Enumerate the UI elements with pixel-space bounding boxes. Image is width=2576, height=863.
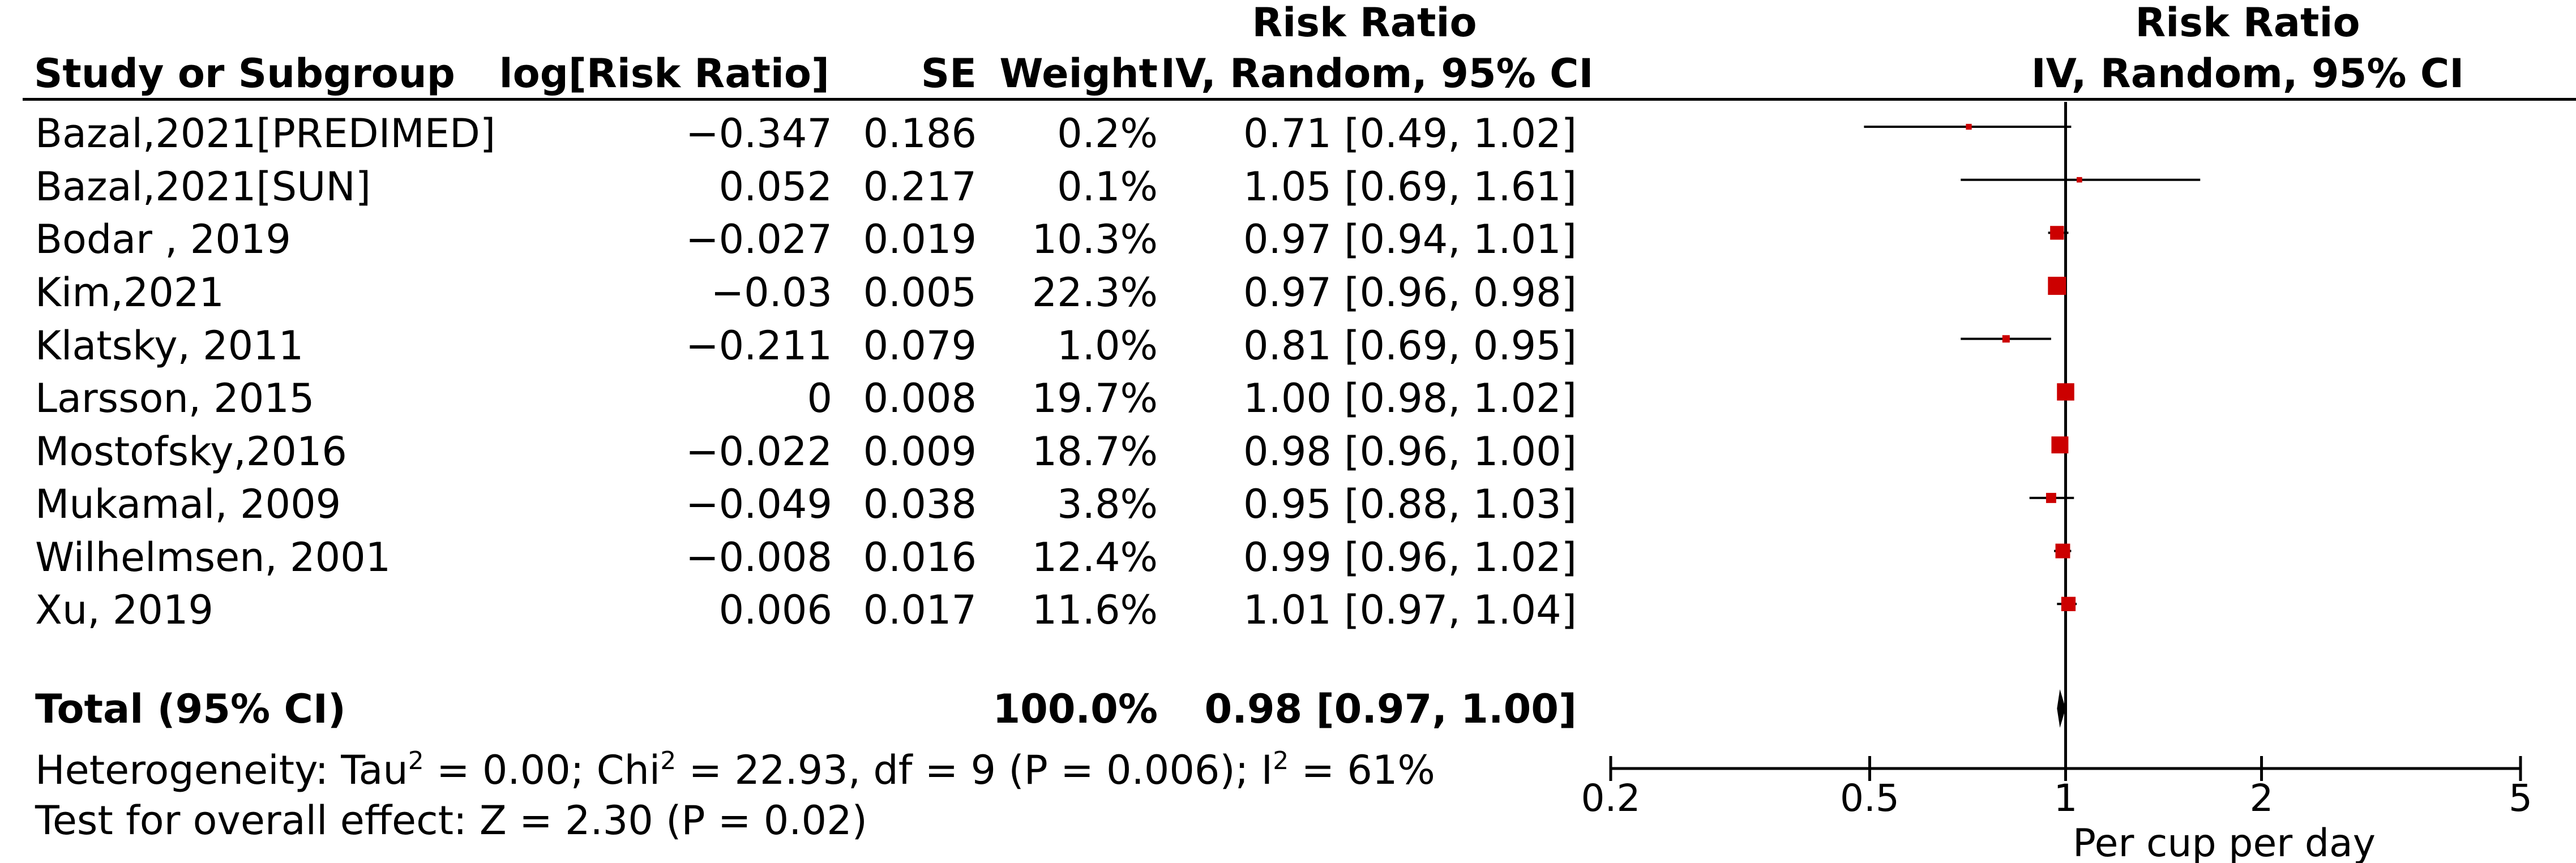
weight-marker <box>2050 226 2064 240</box>
tick-label: 2 <box>2250 776 2274 820</box>
se-column-header: SE <box>921 50 977 97</box>
weight-marker <box>2002 335 2010 343</box>
study-name: Xu, 2019 <box>35 587 213 633</box>
weight-value: 12.4% <box>1032 534 1158 581</box>
tick-label: 1 <box>2054 776 2078 820</box>
se-value: 0.079 <box>863 323 977 369</box>
study-name: Mukamal, 2009 <box>35 481 341 527</box>
log-rr-value: −0.027 <box>685 216 832 263</box>
heterogeneity-text: Heterogeneity: Tau2 = 0.00; Chi2 = 22.93… <box>35 746 1435 793</box>
rr-ci-value: 0.71 [0.49, 1.02] <box>1243 110 1577 157</box>
weight-value: 11.6% <box>1032 587 1158 633</box>
study-name: Bazal,2021[SUN] <box>35 164 371 210</box>
study-name: Larsson, 2015 <box>35 375 315 422</box>
rr-ci-value: 0.99 [0.96, 1.02] <box>1243 534 1577 581</box>
plot-title: Risk Ratio <box>2135 0 2360 46</box>
rr-ci-value: 1.01 [0.97, 1.04] <box>1243 587 1577 633</box>
weight-marker <box>2057 383 2074 401</box>
rr-ci-value: 0.98 [0.96, 1.00] <box>1243 428 1577 475</box>
weight-marker <box>2077 177 2082 183</box>
weight-value: 1.0% <box>1057 323 1158 369</box>
weight-value: 3.8% <box>1057 481 1158 527</box>
plot-method-header: IV, Random, 95% CI <box>2031 50 2464 97</box>
log-rr-value: 0.006 <box>718 587 832 633</box>
se-value: 0.008 <box>863 375 977 422</box>
weight-column-header: Weight <box>999 50 1158 97</box>
pooled-diamond <box>2057 689 2066 728</box>
rr-ci-value: 0.97 [0.96, 0.98] <box>1243 269 1577 316</box>
se-value: 0.038 <box>863 481 977 527</box>
weight-value: 22.3% <box>1032 269 1158 316</box>
log-rr-value: −0.049 <box>685 481 832 527</box>
tick-label: 0.5 <box>1840 776 1899 820</box>
study-column-header: Study or Subgroup <box>34 50 455 97</box>
total-rr-ci: 0.98 [0.97, 1.00] <box>1204 686 1577 732</box>
se-value: 0.217 <box>863 164 977 210</box>
se-value: 0.016 <box>863 534 977 581</box>
rr-ci-value: 0.97 [0.94, 1.01] <box>1243 216 1577 263</box>
study-name: Kim,2021 <box>35 269 224 316</box>
weight-marker <box>2051 436 2069 454</box>
rr-ci-value: 1.00 [0.98, 1.02] <box>1243 375 1577 422</box>
se-value: 0.005 <box>863 269 977 316</box>
weight-marker <box>2048 277 2066 295</box>
weight-value: 0.2% <box>1057 110 1158 157</box>
se-value: 0.017 <box>863 587 977 633</box>
weight-value: 10.3% <box>1032 216 1158 263</box>
se-value: 0.019 <box>863 216 977 263</box>
study-name: Klatsky, 2011 <box>35 323 304 369</box>
weight-value: 19.7% <box>1032 375 1158 422</box>
rr-ci-value: 0.95 [0.88, 1.03] <box>1243 481 1577 527</box>
total-weight: 100.0% <box>992 686 1158 732</box>
log-rr-value: −0.03 <box>711 269 832 316</box>
weight-marker <box>2046 492 2056 503</box>
study-name: Bazal,2021[PREDIMED] <box>35 110 496 157</box>
log-rr-value: −0.211 <box>685 323 832 369</box>
study-name: Wilhelmsen, 2001 <box>35 534 391 581</box>
log-rr-value: −0.347 <box>685 110 832 157</box>
study-name: Mostofsky,2016 <box>35 428 347 475</box>
weight-marker <box>2055 543 2070 559</box>
se-value: 0.186 <box>863 110 977 157</box>
log-rr-value: −0.008 <box>685 534 832 581</box>
weight-marker <box>2061 596 2076 611</box>
tick-label: 5 <box>2509 776 2532 820</box>
overall-effect-text: Test for overall effect: Z = 2.30 (P = 0… <box>35 797 867 844</box>
weight-value: 0.1% <box>1057 164 1158 210</box>
tick-label: 0.2 <box>1581 776 1641 820</box>
rr-ci-value: 0.81 [0.69, 0.95] <box>1243 323 1577 369</box>
log-rr-value: 0.052 <box>718 164 832 210</box>
x-axis-label: Per cup per day <box>2073 821 2376 863</box>
weight-value: 18.7% <box>1032 428 1158 475</box>
log-rr-column-header: log[Risk Ratio] <box>499 50 829 97</box>
study-name: Bodar , 2019 <box>35 216 291 263</box>
header-divider <box>23 98 2576 101</box>
rr-ci-value: 1.05 [0.69, 1.61] <box>1243 164 1577 210</box>
log-rr-value: 0 <box>807 375 832 422</box>
total-label: Total (95% CI) <box>35 686 346 732</box>
rr-method-header: IV, Random, 95% CI <box>1161 50 1594 97</box>
rr-column-title: Risk Ratio <box>1252 0 1477 46</box>
se-value: 0.009 <box>863 428 977 475</box>
weight-marker <box>1966 123 1972 130</box>
log-rr-value: −0.022 <box>685 428 832 475</box>
